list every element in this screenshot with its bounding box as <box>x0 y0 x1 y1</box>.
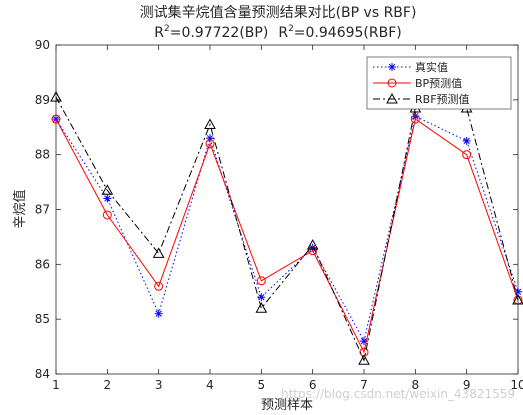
legend-item: 真实值 <box>373 60 448 74</box>
y-tick-label: 90 <box>35 38 50 52</box>
triangle-marker <box>255 302 268 313</box>
series-line <box>55 118 519 354</box>
x-tick-label: 9 <box>463 378 471 392</box>
star-marker <box>388 63 396 71</box>
triangle-marker <box>50 91 62 102</box>
star-marker <box>103 194 112 203</box>
x-tick-label: 3 <box>155 378 163 392</box>
x-tick-label: 6 <box>309 378 317 392</box>
legend: 真实值 BP预测值 RBF预测值 <box>366 56 512 110</box>
y-tick-label: 87 <box>35 203 50 217</box>
title-group: 测试集辛烷值含量预测结果对比(BP vs RBF) R2=0.97722(BP)… <box>140 4 417 41</box>
y-tick-label: 84 <box>35 367 50 381</box>
legend-item: RBF预测值 <box>373 92 470 106</box>
y-tick-label: 89 <box>35 93 50 107</box>
series-1 <box>51 114 523 357</box>
circle-marker <box>205 139 215 149</box>
x-axis-label: 预测样本 <box>261 398 313 413</box>
triangle-marker <box>512 293 523 305</box>
circle-marker <box>154 281 164 291</box>
triangle-marker <box>101 184 114 195</box>
chart-subtitle: R2=0.97722(BP) R2=0.94695(RBF) <box>154 24 401 41</box>
circle-marker <box>462 150 472 160</box>
x-tick-label: 5 <box>258 378 266 392</box>
legend-label: RBF预测值 <box>415 93 470 106</box>
x-tick-label: 7 <box>360 378 368 392</box>
y-tick-label: 85 <box>35 312 50 326</box>
circle-marker <box>51 114 61 124</box>
y-tick-label: 86 <box>35 257 50 271</box>
legend-label: BP预测值 <box>415 77 462 90</box>
triangle-marker <box>386 92 398 104</box>
x-axis: 1 2 3 4 5 6 7 8 9 10 <box>52 45 523 392</box>
y-axis-label: 辛烷值 <box>12 189 28 228</box>
triangle-marker <box>358 354 370 365</box>
chart-title: 测试集辛烷值含量预测结果对比(BP vs RBF) <box>140 4 417 21</box>
legend-item: BP预测值 <box>373 77 462 90</box>
circle-marker <box>410 114 420 124</box>
triangle-marker <box>306 239 319 250</box>
triangle-marker <box>152 247 165 258</box>
x-tick-label: 8 <box>412 378 420 392</box>
star-marker <box>154 309 163 318</box>
watermark: https://blog.csdn.net/weixin_43821559 <box>281 387 515 401</box>
y-axis: 84 85 86 87 88 89 90 <box>35 38 518 381</box>
triangle-marker <box>204 118 216 130</box>
x-tick-label: 2 <box>104 378 112 392</box>
circle-marker <box>102 210 112 220</box>
circle-marker <box>387 78 397 88</box>
circle-marker <box>256 276 266 286</box>
x-tick-label: 10 <box>510 378 523 392</box>
legend-label: 真实值 <box>415 60 448 74</box>
x-tick-label: 1 <box>52 378 60 392</box>
y-tick-label: 88 <box>35 148 50 162</box>
x-tick-label: 4 <box>206 378 214 392</box>
star-marker <box>462 136 471 145</box>
